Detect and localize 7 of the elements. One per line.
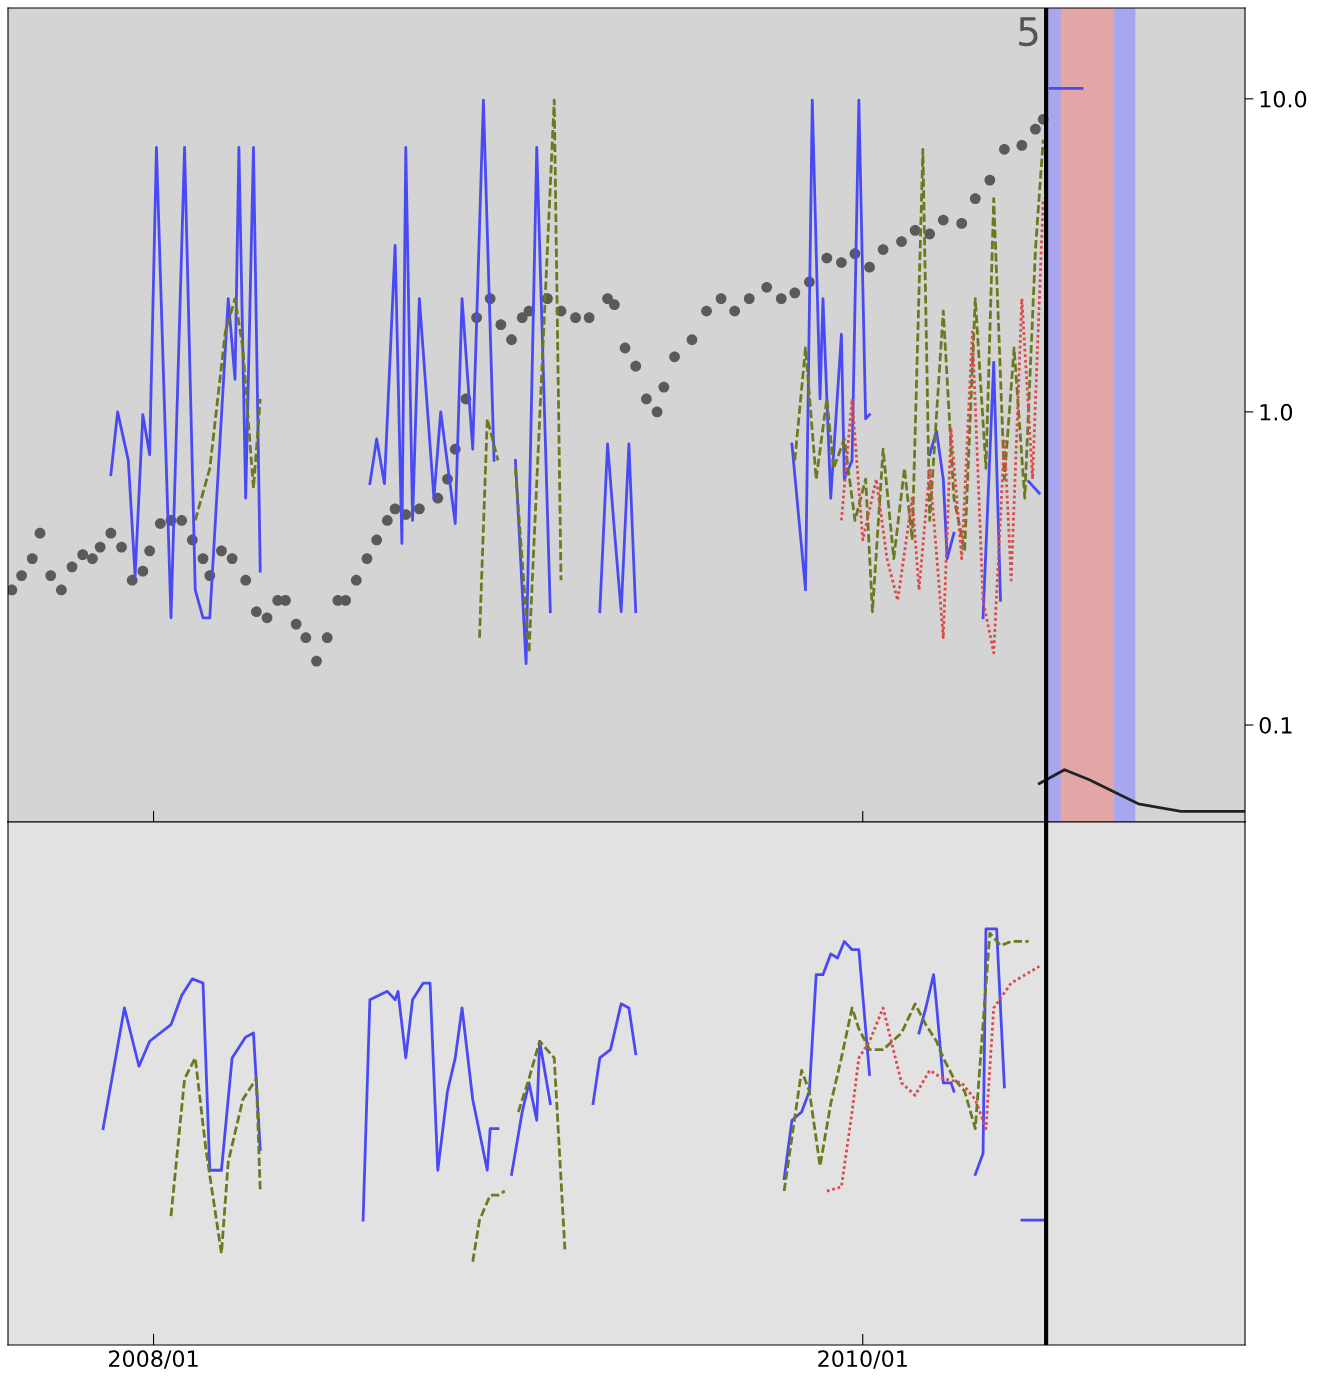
x-tick-label: 2008/01	[109, 1350, 198, 1369]
line-series	[1037, 768, 1245, 813]
x-tick-label: 2010/01	[818, 1350, 907, 1369]
y-tick-label: 0.1	[1259, 716, 1292, 734]
y-tick-label: 1.0	[1260, 403, 1293, 421]
annotation: 5	[1019, 17, 1038, 47]
y-tick-label: 10.0	[1260, 90, 1307, 108]
